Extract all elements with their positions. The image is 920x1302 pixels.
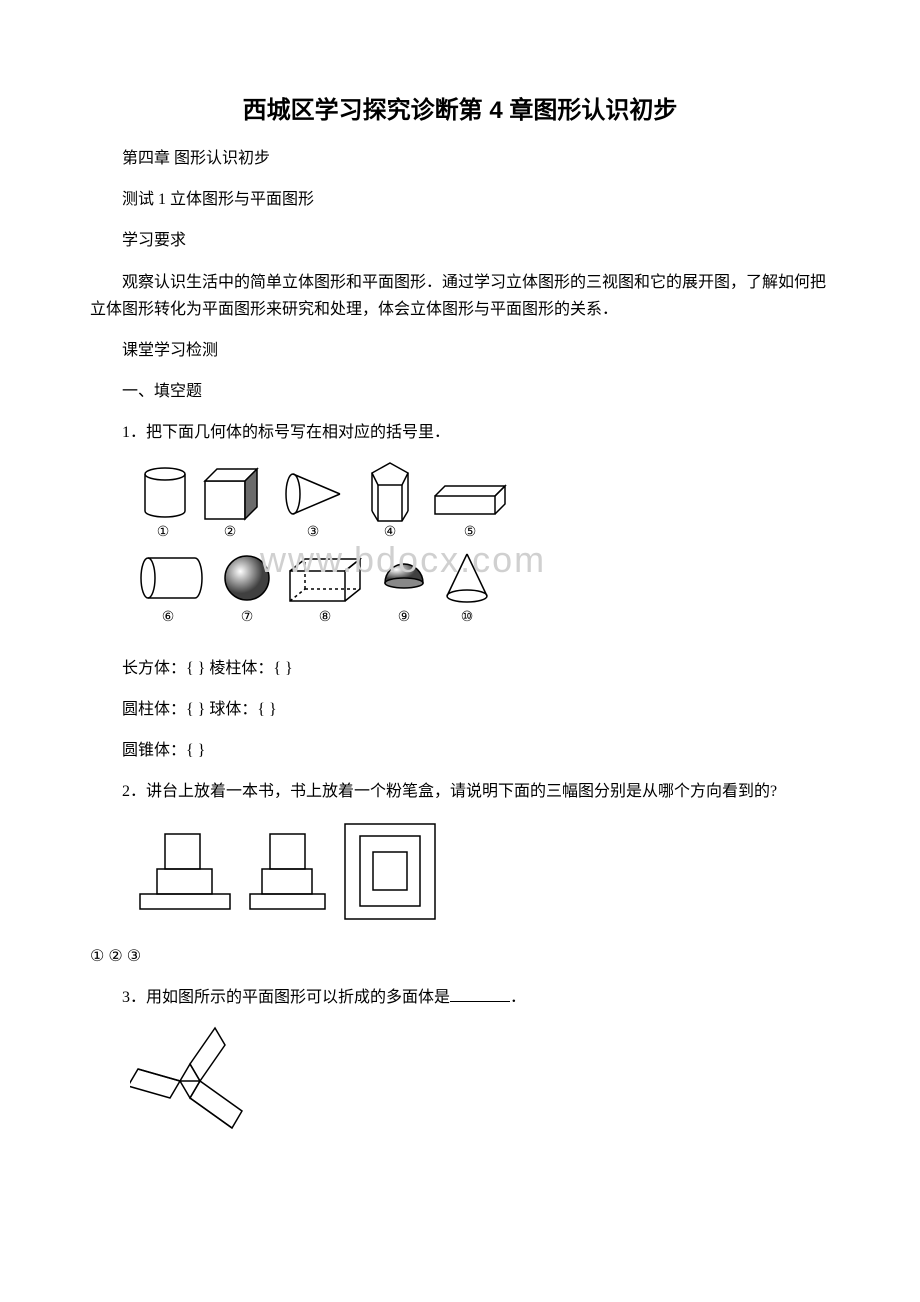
label-4: ④ bbox=[384, 525, 397, 540]
shape-cone-side-icon bbox=[286, 474, 340, 514]
label-1: ① bbox=[157, 525, 170, 540]
shape-cylinder-icon bbox=[145, 468, 185, 517]
q1-answer-line-1: 长方体：{ } 棱柱体：{ } bbox=[90, 655, 830, 682]
view-top-icon bbox=[345, 824, 435, 919]
section-heading: 课堂学习检测 bbox=[90, 337, 830, 364]
shape-cone-upright-icon bbox=[447, 554, 487, 602]
shape-cuboid-flat-icon bbox=[435, 486, 505, 514]
label-9: ⑨ bbox=[398, 610, 411, 625]
question-1: 1．把下面几何体的标号写在相对应的括号里． bbox=[90, 419, 830, 446]
shape-hemisphere-icon bbox=[385, 564, 423, 588]
page-title: 西城区学习探究诊断第 4 章图形认识初步 bbox=[90, 90, 830, 125]
label-10: ⑩ bbox=[461, 610, 474, 625]
q1-figure: www.bdocx.com ① ② bbox=[130, 461, 830, 641]
q3-text-before: 3．用如图所示的平面图形可以折成的多面体是 bbox=[122, 989, 450, 1006]
label-8: ⑧ bbox=[319, 610, 332, 625]
shape-sphere-icon bbox=[225, 556, 269, 600]
label-2: ② bbox=[224, 525, 237, 540]
requirements-body: 观察认识生活中的简单立体图形和平面图形．通过学习立体图形的三视图和它的展开图，了… bbox=[90, 269, 830, 323]
q3-figure bbox=[130, 1026, 830, 1146]
shape-cylinder-side-icon bbox=[141, 558, 202, 598]
shape-cuboid-wire-icon bbox=[290, 559, 360, 601]
test-heading: 测试 1 立体图形与平面图形 bbox=[90, 186, 830, 213]
label-5: ⑤ bbox=[464, 525, 477, 540]
shape-cube-icon bbox=[205, 469, 257, 519]
label-3: ③ bbox=[307, 525, 320, 540]
question-2: 2．讲台上放着一本书，书上放着一个粉笔盒，请说明下面的三幅图分别是从哪个方向看到… bbox=[90, 778, 830, 805]
q3-text-after: ． bbox=[510, 989, 526, 1006]
chapter-heading: 第四章 图形认识初步 bbox=[90, 145, 830, 172]
part1-heading: 一、填空题 bbox=[90, 378, 830, 405]
label-6: ⑥ bbox=[162, 610, 175, 625]
q2-figure bbox=[130, 819, 830, 929]
view-side-icon bbox=[250, 834, 325, 909]
question-3: 3．用如图所示的平面图形可以折成的多面体是 ． bbox=[90, 984, 830, 1011]
shape-pentagonal-prism-icon bbox=[372, 463, 408, 521]
q2-choices: ① ② ③ bbox=[90, 943, 830, 970]
q1-answer-line-2: 圆柱体：{ } 球体：{ } bbox=[90, 696, 830, 723]
view-front-icon bbox=[140, 834, 230, 909]
requirements-heading: 学习要求 bbox=[90, 227, 830, 254]
q1-answer-line-3: 圆锥体：{ } bbox=[90, 737, 830, 764]
label-7: ⑦ bbox=[241, 610, 254, 625]
q3-blank bbox=[450, 985, 510, 1002]
triangular-net-icon bbox=[130, 1028, 242, 1128]
